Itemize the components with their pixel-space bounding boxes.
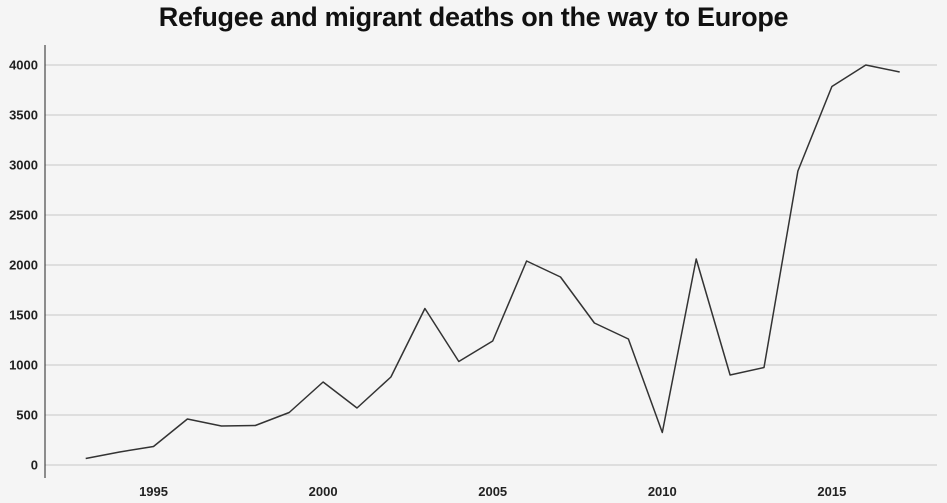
data-point bbox=[526, 260, 528, 262]
data-point bbox=[593, 322, 595, 324]
data-point bbox=[220, 425, 222, 427]
data-point bbox=[661, 432, 663, 434]
series-layer bbox=[85, 64, 901, 460]
chart-title: Refugee and migrant deaths on the way to… bbox=[158, 2, 789, 32]
x-tick-label: 2000 bbox=[309, 484, 338, 499]
data-point bbox=[492, 340, 494, 342]
data-point bbox=[254, 425, 256, 427]
x-tick-label: 2010 bbox=[648, 484, 677, 499]
data-point bbox=[288, 412, 290, 414]
y-tick-label: 3000 bbox=[9, 158, 38, 173]
x-axis-ticks: 1995 2000 2005 2010 2015 bbox=[139, 484, 846, 499]
data-point bbox=[322, 381, 324, 383]
data-point bbox=[831, 86, 833, 88]
y-tick-label: 2000 bbox=[9, 258, 38, 273]
data-point bbox=[797, 170, 799, 172]
data-point bbox=[186, 418, 188, 420]
x-tick-label: 2015 bbox=[817, 484, 846, 499]
data-point bbox=[763, 367, 765, 369]
y-axis-ticks: 0 500 1000 1500 2000 2500 3000 3500 4000 bbox=[9, 58, 38, 473]
y-tick-label: 1500 bbox=[9, 308, 38, 323]
y-tick-label: 3500 bbox=[9, 108, 38, 123]
data-point bbox=[119, 451, 121, 453]
data-point bbox=[695, 258, 697, 260]
data-point bbox=[85, 458, 87, 460]
data-point bbox=[627, 338, 629, 340]
data-point bbox=[424, 308, 426, 310]
data-point bbox=[153, 446, 155, 448]
y-tick-label: 4000 bbox=[9, 58, 38, 73]
data-point bbox=[865, 64, 867, 66]
x-tick-label: 1995 bbox=[139, 484, 168, 499]
data-point bbox=[356, 407, 358, 409]
grid-lines bbox=[45, 64, 937, 466]
y-tick-label: 1000 bbox=[9, 358, 38, 373]
data-point bbox=[458, 361, 460, 363]
data-point bbox=[729, 374, 731, 376]
data-point bbox=[899, 71, 901, 73]
data-point bbox=[390, 376, 392, 378]
y-tick-label: 500 bbox=[16, 408, 38, 423]
series-line bbox=[85, 64, 900, 460]
x-tick-label: 2005 bbox=[478, 484, 507, 499]
y-tick-label: 0 bbox=[31, 458, 38, 473]
data-point bbox=[560, 276, 562, 278]
y-tick-label: 2500 bbox=[9, 208, 38, 223]
